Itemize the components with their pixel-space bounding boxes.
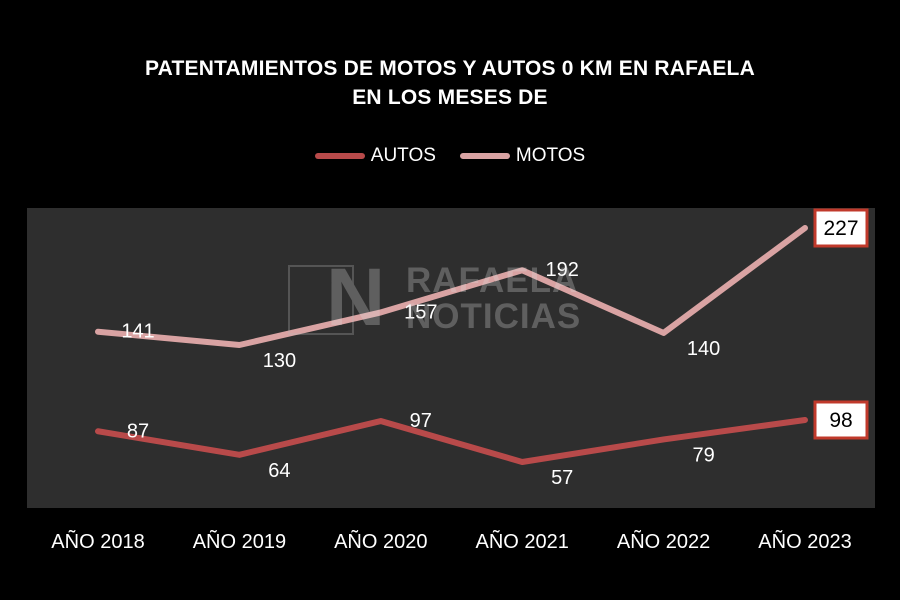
legend-item-motos: MOTOS <box>459 145 586 167</box>
data-label-box-autos-5: 98 <box>813 400 869 440</box>
chart-title-line1: PATENTAMIENTOS DE MOTOS Y AUTOS 0 KM EN … <box>145 57 755 80</box>
legend-swatch-motos <box>459 153 510 159</box>
data-label-autos-3: 57 <box>551 467 573 489</box>
data-label-autos-0: 87 <box>127 420 149 442</box>
series-line-motos <box>95 225 808 348</box>
data-label-motos-2: 157 <box>404 301 437 323</box>
x-tick-label-0: AÑO 2018 <box>51 529 144 553</box>
data-label-frame-autos-5 <box>813 400 869 440</box>
legend-label-autos: AUTOS <box>370 145 436 166</box>
data-label-autos-4: 79 <box>692 444 714 466</box>
chart-title-line2: EN LOS MESES DE <box>352 86 548 109</box>
chart-legend: AUTOS MOTOS <box>0 145 900 167</box>
data-label-motos-0: 141 <box>121 321 154 343</box>
data-label-box-motos-5: 227 <box>813 208 869 248</box>
legend-swatch-autos <box>314 153 365 159</box>
data-label-motos-5: 227 <box>823 217 858 240</box>
data-label-autos-2: 97 <box>410 410 432 432</box>
legend-item-autos: AUTOS <box>314 145 436 167</box>
x-tick-label-4: AÑO 2022 <box>617 529 710 553</box>
x-tick-label-1: AÑO 2019 <box>193 529 286 553</box>
data-label-autos-5: 98 <box>829 409 852 432</box>
data-label-motos-1: 130 <box>263 350 296 372</box>
x-tick-label-5: AÑO 2023 <box>758 529 851 553</box>
data-label-autos-1: 64 <box>268 460 290 482</box>
plot-area <box>27 208 875 508</box>
x-tick-label-3: AÑO 2021 <box>476 529 569 553</box>
x-tick-label-2: AÑO 2020 <box>334 529 427 553</box>
data-label-motos-4: 140 <box>687 338 720 360</box>
data-label-motos-3: 192 <box>546 259 579 281</box>
data-label-frame-motos-5 <box>813 208 869 248</box>
chart-title: PATENTAMIENTOS DE MOTOS Y AUTOS 0 KM EN … <box>0 54 900 112</box>
legend-label-motos: MOTOS <box>515 145 586 166</box>
series-line-autos <box>95 417 808 465</box>
